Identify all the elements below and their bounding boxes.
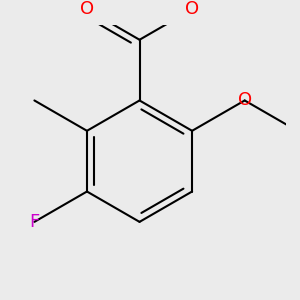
Text: O: O: [238, 92, 252, 110]
Text: O: O: [185, 0, 199, 18]
Text: F: F: [29, 213, 40, 231]
Text: O: O: [80, 0, 94, 18]
